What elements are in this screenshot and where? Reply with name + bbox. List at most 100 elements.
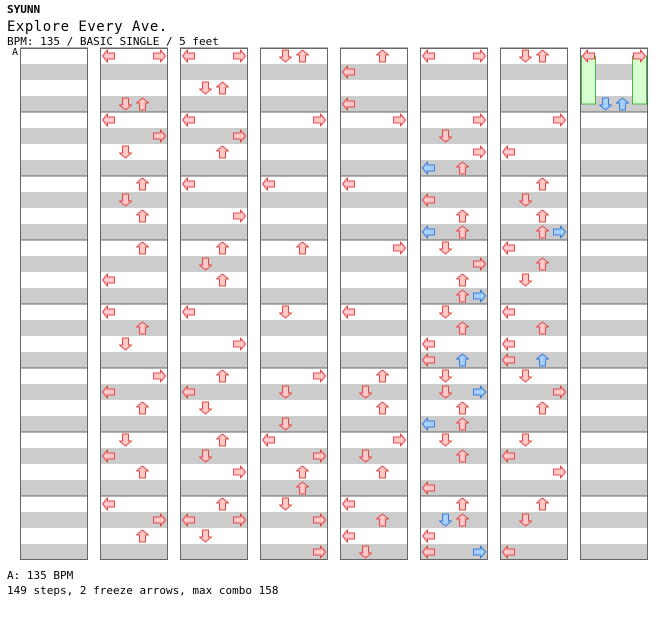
beat-band [260, 192, 328, 208]
step-arrow-down [279, 497, 292, 511]
step-arrow-up [296, 241, 309, 255]
chart-column [180, 47, 248, 560]
beat-band [180, 224, 248, 240]
beat-band [100, 64, 168, 80]
beat-band [260, 224, 328, 240]
step-arrow-up [136, 209, 149, 223]
beat-band [260, 416, 328, 432]
beat-band [100, 384, 168, 400]
beat-band [180, 416, 248, 432]
step-arrow-left [502, 337, 515, 351]
step-arrow-down [119, 145, 132, 159]
beat-band [20, 320, 88, 336]
step-arrow-up [296, 49, 309, 63]
bpm-legend: A: 135 BPM [7, 569, 74, 582]
step-arrow-left [102, 497, 115, 511]
step-arrow-down [199, 529, 212, 543]
step-arrow-left [102, 305, 115, 319]
step-arrow-up [456, 497, 469, 511]
step-arrow-up [536, 49, 549, 63]
beat-band [340, 160, 408, 176]
beat-band [260, 512, 328, 528]
beat-band [20, 288, 88, 304]
beat-band [580, 224, 648, 240]
song-title: Explore Every Ave. [7, 19, 168, 35]
step-arrow-up [216, 273, 229, 287]
beat-band [340, 256, 408, 272]
chart-column [420, 47, 488, 560]
beat-band [260, 128, 328, 144]
beat-band [500, 192, 568, 208]
step-arrow-down [519, 433, 532, 447]
beat-band [420, 160, 488, 176]
beat-band [20, 416, 88, 432]
beat-band [20, 448, 88, 464]
beat-band [260, 384, 328, 400]
step-arrow-right [233, 49, 246, 63]
beat-band [180, 352, 248, 368]
chart-column [340, 47, 408, 560]
beat-band [420, 192, 488, 208]
beat-band [500, 224, 568, 240]
beat-band [180, 64, 248, 80]
beat-band [20, 384, 88, 400]
beat-band [100, 96, 168, 112]
beat-band [180, 512, 248, 528]
beat-band [260, 96, 328, 112]
beat-band [20, 192, 88, 208]
beat-band [260, 320, 328, 336]
beat-band [420, 128, 488, 144]
beat-band [500, 352, 568, 368]
beat-band [260, 448, 328, 464]
beat-band [500, 96, 568, 112]
beat-band [20, 512, 88, 528]
step-arrow-down [439, 241, 452, 255]
step-arrow-left [342, 529, 355, 543]
beat-band [100, 128, 168, 144]
step-arrow-down [439, 433, 452, 447]
beat-band [420, 224, 488, 240]
column-border [340, 48, 408, 560]
beat-band [100, 224, 168, 240]
step-arrow-up [136, 401, 149, 415]
beat-band [340, 96, 408, 112]
beat-band [180, 448, 248, 464]
step-arrow-up [216, 497, 229, 511]
beat-band [100, 256, 168, 272]
beat-band [260, 256, 328, 272]
beat-band [580, 96, 648, 112]
beat-band [500, 128, 568, 144]
step-arrow-up [216, 369, 229, 383]
beat-band [500, 512, 568, 528]
column-border [20, 48, 88, 560]
step-arrow-up [216, 145, 229, 159]
step-arrow-right [553, 113, 566, 127]
beat-band [180, 288, 248, 304]
step-arrow-left [342, 497, 355, 511]
beat-band [180, 544, 248, 560]
step-arrow-right [313, 113, 326, 127]
beat-band [260, 64, 328, 80]
beat-band [580, 160, 648, 176]
beat-band [500, 480, 568, 496]
beat-band [100, 352, 168, 368]
step-arrow-down [119, 337, 132, 351]
step-arrow-left [182, 49, 195, 63]
step-arrow-down [199, 81, 212, 95]
beat-band [260, 288, 328, 304]
song-info: BPM: 135 / BASIC SINGLE / 5 feet [7, 35, 219, 48]
step-arrow-left [102, 49, 115, 63]
bpm-marker: A [12, 47, 19, 58]
step-arrow-down [519, 369, 532, 383]
beat-band [500, 64, 568, 80]
beat-band [260, 160, 328, 176]
step-arrow-left [262, 177, 275, 191]
beat-band [180, 384, 248, 400]
step-arrow-up [376, 401, 389, 415]
beat-band [20, 352, 88, 368]
beat-band [580, 448, 648, 464]
step-arrow-up [296, 465, 309, 479]
step-arrow-right [473, 145, 486, 159]
beat-band [340, 320, 408, 336]
